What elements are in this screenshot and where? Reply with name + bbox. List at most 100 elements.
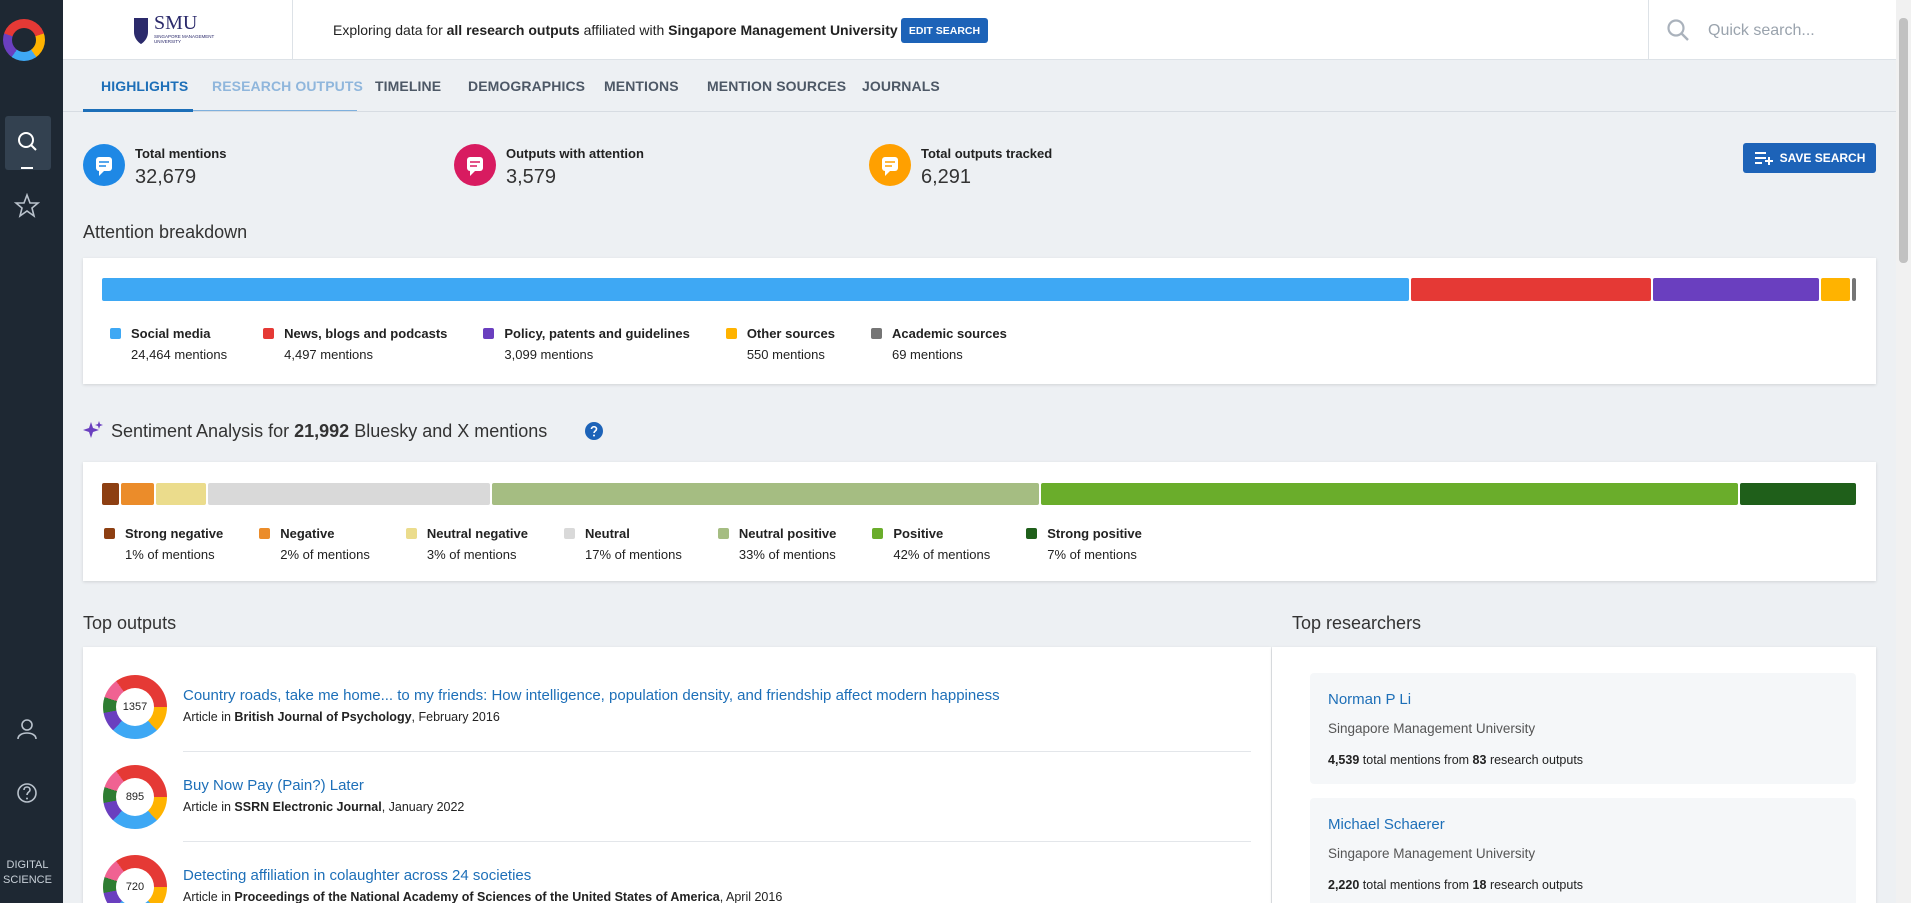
researcher-mentions: 2,220 total mentions from 18 research ou…: [1328, 878, 1583, 892]
output-item: 895 Buy Now Pay (Pain?) Later Article in S…: [103, 765, 1251, 855]
quick-search-input[interactable]: Quick search...: [1708, 22, 1815, 39]
journal: British Journal of Psychology: [234, 710, 412, 724]
text: total mentions from: [1362, 753, 1470, 767]
output-item: 720 Detecting affiliation in colaughter a…: [103, 855, 1251, 903]
researcher-affiliation: Singapore Management University: [1328, 721, 1536, 736]
text: research outputs: [1489, 753, 1584, 767]
legend-value: 69 mentions: [891, 347, 963, 362]
scrollbar[interactable]: [1896, 0, 1911, 903]
sidebar: DIGITAL SCIENCE: [0, 0, 63, 903]
legend-value: 24,464 mentions: [131, 347, 228, 362]
tab[interactable]: MENTION SOURCES: [707, 78, 847, 94]
logo-crest: [134, 18, 148, 44]
account-icon[interactable]: [14, 716, 40, 742]
text: Singapore Management University: [668, 22, 898, 38]
stat-glyph: [882, 157, 898, 176]
help-icon[interactable]: [14, 780, 40, 806]
bar-segment[interactable]: [1739, 483, 1856, 505]
edit-search-button[interactable]: EDIT SEARCH: [901, 18, 988, 43]
legend-item: Policy, patents and guidelines 3,099 ment…: [483, 326, 690, 362]
output-title[interactable]: Buy Now Pay (Pain?) Later: [183, 777, 364, 794]
attention-donut[interactable]: 1357: [103, 675, 167, 739]
bar-segment[interactable]: [1411, 278, 1652, 301]
button-label: SAVE SEARCH: [1779, 151, 1866, 165]
section-title: Top researchers: [1292, 613, 1422, 633]
legend-value: 3% of mentions: [426, 547, 517, 562]
legend-swatch: [870, 328, 882, 339]
researcher-name[interactable]: Michael Schaerer: [1328, 816, 1445, 833]
text: total mentions from: [1362, 878, 1470, 892]
tab[interactable]: JOURNALS: [862, 78, 940, 94]
text: all research outputs: [446, 22, 580, 38]
legend-item: Strong positive 7% of mentions: [1026, 526, 1142, 562]
output-item: 1357 Country roads, take me home... to my…: [103, 675, 1251, 765]
legend-item: Neutral positive 33% of mentions: [717, 526, 837, 562]
researcher-item: Norman P Li Singapore Management Universi…: [1310, 673, 1856, 784]
text: Article in: [183, 710, 231, 724]
bar-segment[interactable]: [155, 483, 206, 505]
legend-name: Neutral positive: [738, 526, 837, 541]
search-nav[interactable]: [5, 116, 51, 170]
divider: [1648, 0, 1649, 60]
legend-swatch: [1026, 528, 1038, 539]
legend-item: Positive 42% of mentions: [872, 526, 990, 562]
stat-value: 6,291: [921, 166, 972, 188]
legend-swatch: [725, 328, 737, 339]
legend-value: 33% of mentions: [738, 547, 836, 562]
legend-item: Social media 24,464 mentions: [110, 326, 227, 362]
search-icon: [18, 132, 37, 169]
tab[interactable]: DEMOGRAPHICS: [468, 78, 586, 94]
top-outputs-card: [83, 647, 1271, 903]
date: , April 2016: [719, 890, 783, 903]
legend-value: 2% of mentions: [280, 547, 370, 562]
tab[interactable]: TIMELINE: [375, 78, 442, 94]
section-title: Top outputs: [83, 613, 177, 633]
legend-item: Strong negative 1% of mentions: [104, 526, 223, 562]
legend-swatch: [104, 528, 115, 539]
legend-item: News, blogs and podcasts 4,497 mentions: [263, 326, 447, 362]
bar-segment[interactable]: [1820, 278, 1851, 301]
legend-name: Social media: [131, 326, 211, 341]
favorites-icon[interactable]: [14, 193, 40, 219]
save-search-button[interactable]: SAVE SEARCH: [1743, 143, 1876, 173]
attention-card: [83, 258, 1876, 384]
legend-swatch: [872, 528, 884, 539]
bar-segment[interactable]: [1852, 278, 1856, 301]
output-title[interactable]: Detecting affiliation in colaughter acro…: [183, 867, 532, 884]
legend-value: 42% of mentions: [893, 547, 991, 562]
bar-segment[interactable]: [491, 483, 1040, 505]
save-icon: [1754, 152, 1773, 165]
stat-label: Total mentions: [135, 146, 227, 161]
scroll-thumb[interactable]: [1899, 18, 1908, 263]
app-logo[interactable]: [3, 19, 45, 61]
help-badge[interactable]: [585, 422, 603, 440]
stat-icon: [454, 144, 496, 186]
bar-segment[interactable]: [1041, 483, 1738, 505]
output-title[interactable]: Country roads, take me home... to my fri…: [183, 687, 1000, 704]
legend-swatch: [110, 328, 121, 339]
legend-name: Strong negative: [125, 526, 224, 541]
tab[interactable]: MENTIONS: [604, 78, 679, 94]
bar-segment[interactable]: [102, 278, 1410, 301]
attention-donut[interactable]: 895: [103, 765, 167, 829]
journal: SSRN Electronic Journal: [234, 800, 382, 814]
legend-name: Academic sources: [891, 326, 1007, 341]
bar-segment[interactable]: [120, 483, 154, 505]
legend-name: Positive: [893, 526, 944, 541]
top-bar: SMU SINGAPORE MANAGEMENT UNIVERSITY Expl…: [63, 0, 1896, 60]
attention-donut[interactable]: 720: [103, 855, 167, 903]
researcher-name[interactable]: Norman P Li: [1328, 691, 1412, 708]
bar-segment[interactable]: [207, 483, 490, 505]
legend-name: Other sources: [746, 326, 835, 341]
text: 21,992: [294, 421, 350, 441]
tab[interactable]: HIGHLIGHTS: [101, 78, 189, 94]
legend-item: Negative 2% of mentions: [259, 526, 370, 562]
date: , February 2016: [411, 710, 500, 724]
tab[interactable]: RESEARCH OUTPUTS: [212, 78, 363, 94]
text: 4,539: [1328, 753, 1360, 767]
bar-segment[interactable]: [1653, 278, 1819, 301]
search-icon: [1667, 19, 1689, 41]
legend-item: Neutral 17% of mentions: [564, 526, 682, 562]
bar-segment[interactable]: [102, 483, 119, 505]
